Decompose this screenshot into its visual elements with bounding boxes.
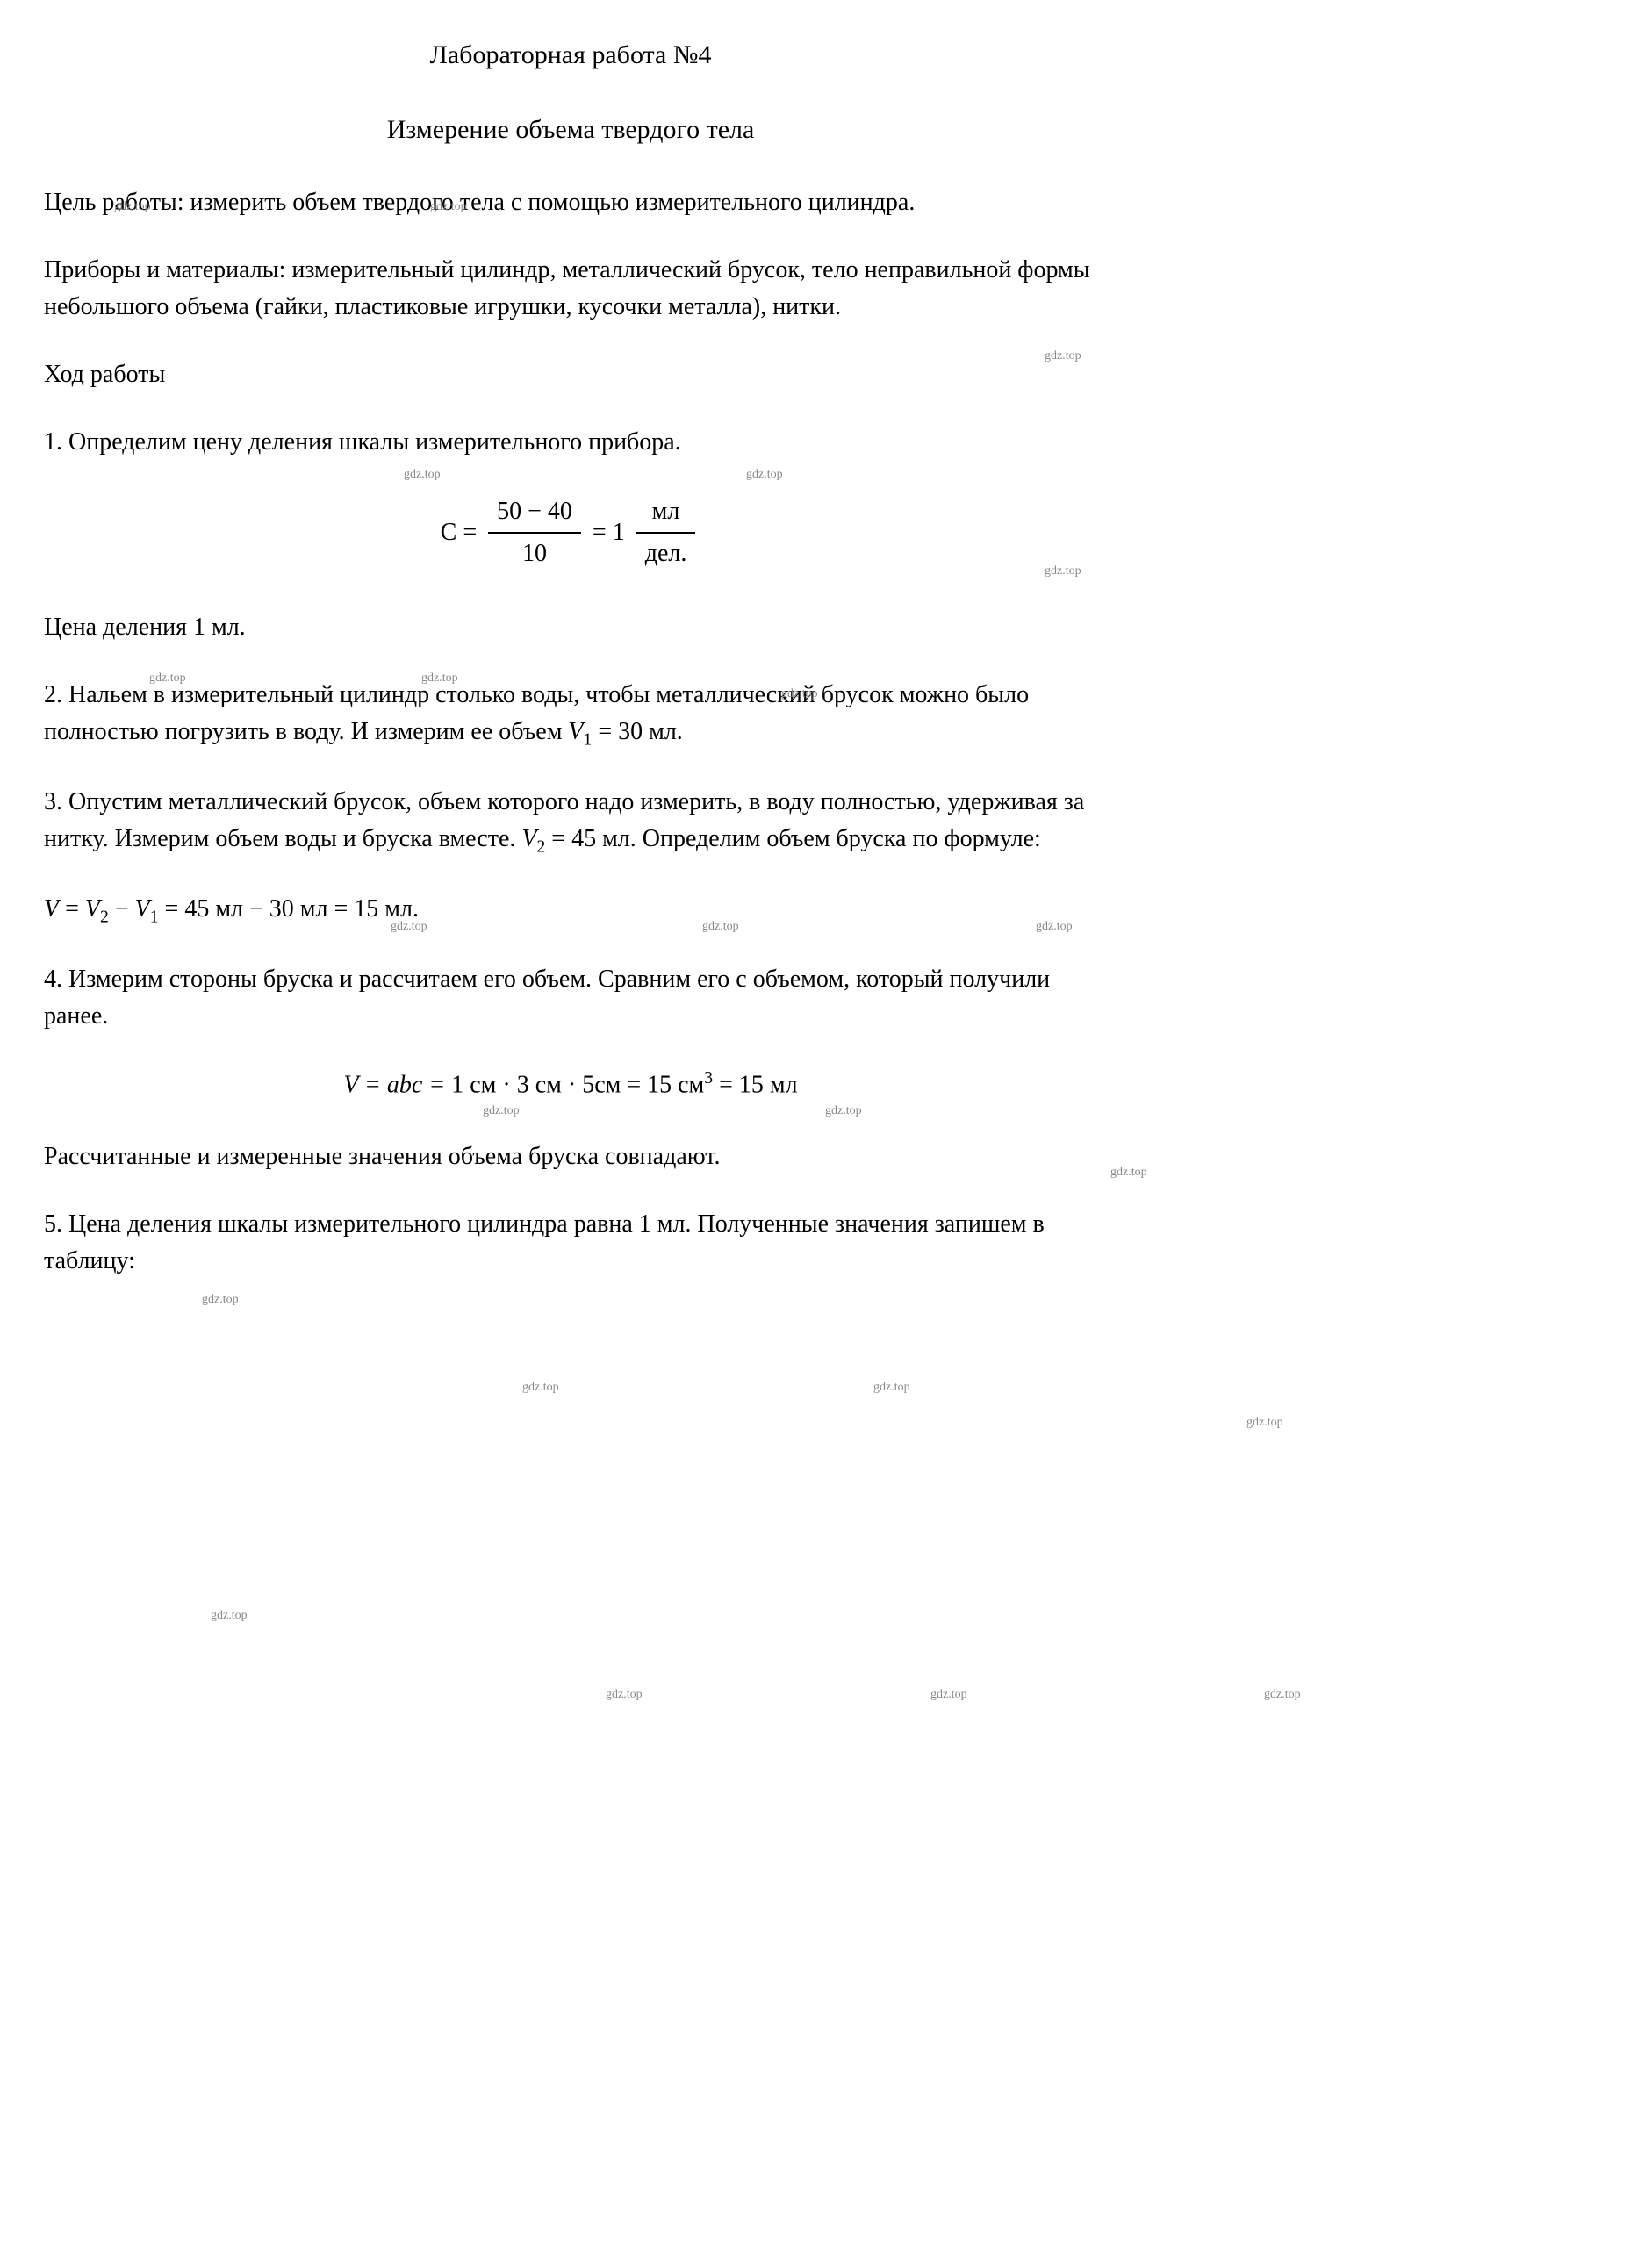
- var-v2: V: [521, 825, 536, 852]
- watermark-text: gdz.top: [404, 465, 441, 484]
- watermark-text: gdz.top: [606, 1685, 643, 1704]
- procedure-label: Ход работы: [44, 356, 1097, 393]
- sub-title: Измерение объема твердого тела: [44, 110, 1097, 149]
- unit-den: дел.: [636, 534, 696, 574]
- f3-v: V: [44, 895, 59, 923]
- step-3: 3. Опустим металлический брусок, объем к…: [44, 784, 1097, 860]
- f3-v1: V: [135, 895, 150, 923]
- watermark-text: gdz.top: [483, 1102, 520, 1120]
- watermark-text: gdz.top: [1246, 1413, 1283, 1432]
- sub-1: 1: [584, 731, 593, 750]
- step-4: 4. Измерим стороны бруска и рассчитаем е…: [44, 961, 1097, 1035]
- watermark-text: gdz.top: [522, 1378, 559, 1397]
- goal-text: Цель работы: измерить объем твердого тел…: [44, 184, 1097, 221]
- f3-calc: 45 мл − 30 мл = 15 мл.: [184, 895, 419, 923]
- step3-v2val: = 45 мл.: [545, 825, 642, 852]
- watermark-text: gdz.top: [211, 1606, 248, 1625]
- step-2: 2. Нальем в измерительный цилиндр стольк…: [44, 677, 1097, 753]
- denominator: 10: [488, 534, 581, 574]
- f3-eq2: =: [165, 895, 185, 923]
- f3-v2: V: [85, 895, 100, 923]
- f4-abc: = abc =: [358, 1071, 451, 1098]
- watermark-text: gdz.top: [1264, 1685, 1301, 1704]
- watermark-text: gdz.top: [202, 1290, 239, 1309]
- fraction-unit: мл дел.: [636, 492, 696, 574]
- formula-mid: = 1: [593, 514, 625, 551]
- f3-minus: −: [115, 895, 135, 923]
- watermark-text: gdz.top: [746, 465, 783, 484]
- f4-v: V: [343, 1071, 358, 1098]
- step3-text2: Определим объем бруска по формуле:: [643, 825, 1041, 852]
- step-1: 1. Определим цену деления шкалы измерите…: [44, 424, 1097, 461]
- var-v1: V: [568, 718, 583, 745]
- f4-end: = 15 мл: [713, 1071, 797, 1098]
- materials-text: Приборы и материалы: измерительный цилин…: [44, 252, 1097, 326]
- document-content: Лабораторная работа №4 Измерение объема …: [44, 35, 1097, 1280]
- numerator: 50 − 40: [488, 492, 581, 534]
- step2-text2: = 30 мл.: [592, 718, 682, 745]
- formula-lhs: С =: [441, 514, 477, 551]
- watermark-text: gdz.top: [930, 1685, 967, 1704]
- sub-2: 2: [536, 838, 545, 857]
- f4-sup: 3: [704, 1069, 713, 1088]
- main-title: Лабораторная работа №4: [44, 35, 1097, 75]
- formula-4: V = abc = 1 см · 3 см · 5см = 15 см3 = 1…: [44, 1066, 1097, 1103]
- formula-3: V = V2 − V1 = 45 мл − 30 мл = 15 мл.: [44, 891, 1097, 930]
- step-4-result: Рассчитанные и измеренные значения объем…: [44, 1138, 1097, 1175]
- f3-eq1: =: [65, 895, 85, 923]
- watermark-text: gdz.top: [873, 1378, 910, 1397]
- watermark-text: gdz.top: [1110, 1163, 1147, 1181]
- f3-v2sub: 2: [100, 908, 109, 927]
- step-1-result: Цена деления 1 мл.: [44, 609, 1097, 646]
- f4-calc: 1 см · 3 см · 5см = 15 см: [451, 1071, 704, 1098]
- formula-1: С = 50 − 40 10 = 1 мл дел.: [44, 492, 1097, 574]
- unit-num: мл: [636, 492, 696, 534]
- f3-v1sub: 1: [150, 908, 159, 927]
- watermark-text: gdz.top: [825, 1102, 862, 1120]
- step-5: 5. Цена деления шкалы измерительного цил…: [44, 1206, 1097, 1280]
- fraction-1: 50 − 40 10: [488, 492, 581, 574]
- step2-text1: 2. Нальем в измерительный цилиндр стольк…: [44, 681, 1029, 745]
